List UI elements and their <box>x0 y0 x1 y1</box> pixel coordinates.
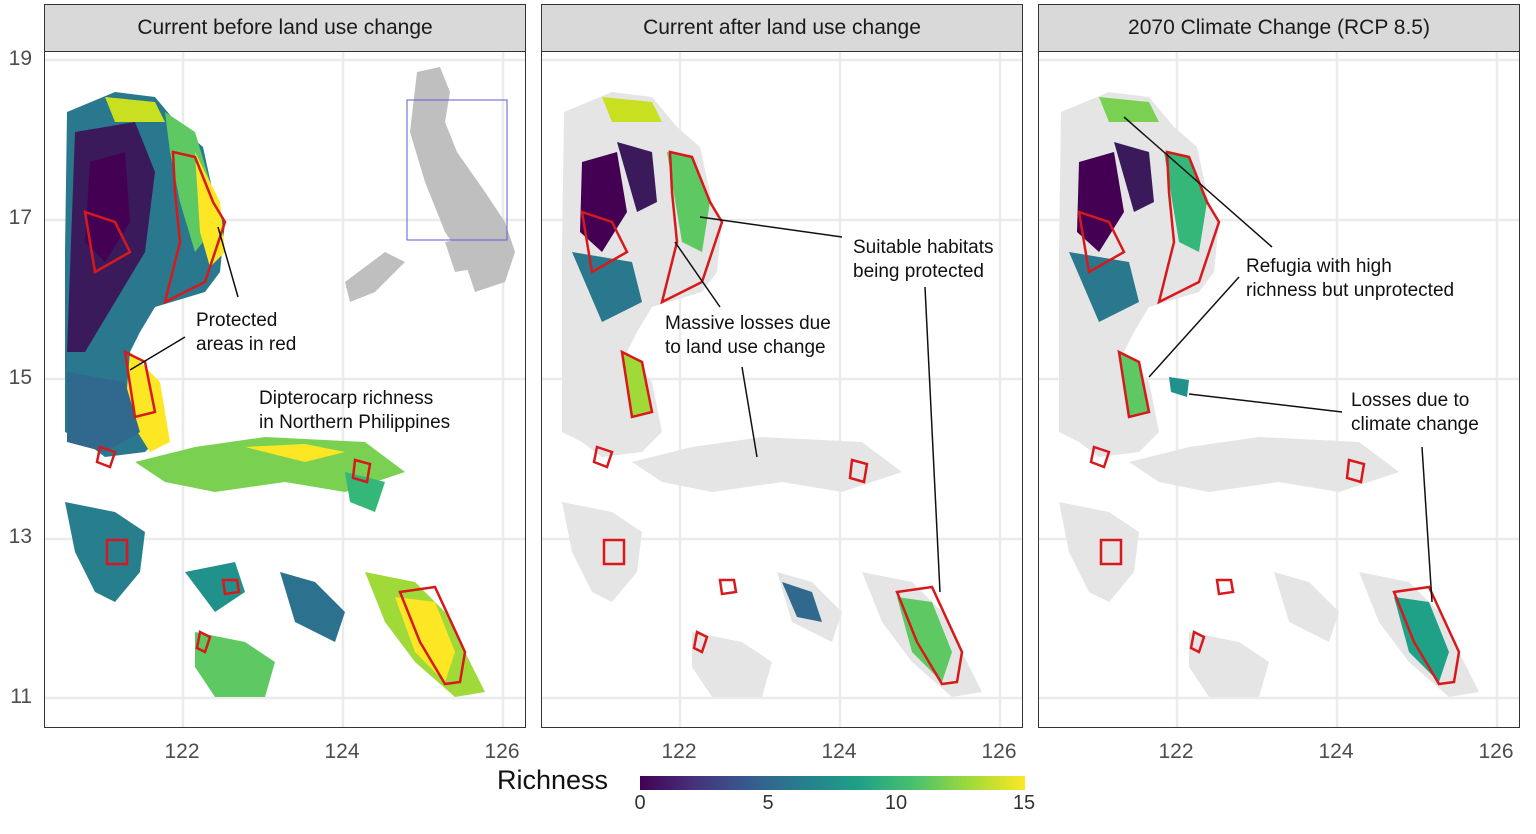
map-2070 <box>1039 52 1519 727</box>
annotation-refugia: Refugia with high richness but unprotecte… <box>1246 256 1455 301</box>
x-tick-126: 126 <box>484 740 520 763</box>
y-tick-11: 11 <box>10 685 32 708</box>
panel-title-after: Current after land use change <box>541 4 1023 52</box>
legend-label-15: 15 <box>1012 792 1036 814</box>
annotation-protected: Protected areas in red <box>196 310 297 355</box>
x-tick-126: 126 <box>1478 740 1514 763</box>
annotation-suitable: Suitable habitats being protected <box>853 237 994 282</box>
x-tick-122: 122 <box>661 740 697 763</box>
map-before <box>45 52 525 727</box>
legend-tick-15 <box>1024 791 1025 796</box>
y-tick-19: 19 <box>8 47 32 70</box>
legend-tick-5 <box>768 791 769 796</box>
y-tick-15: 15 <box>8 366 32 389</box>
legend-colorbar <box>640 776 1025 790</box>
x-tick-122: 122 <box>164 740 200 763</box>
x-tick-122: 122 <box>1158 740 1194 763</box>
annotation-title: Dipterocarp richness in Northern Philippi… <box>259 388 451 433</box>
legend-label-0: 0 <box>634 792 646 814</box>
x-tick-124: 124 <box>821 740 857 763</box>
legend-tick-10 <box>896 791 897 796</box>
legend-label-5: 5 <box>762 792 774 814</box>
legend-label-10: 10 <box>884 792 908 814</box>
philippines-inset <box>345 67 515 302</box>
annotation-massive: Massive losses due to land use change <box>665 313 831 358</box>
map-after <box>542 52 1022 727</box>
legend-title: Richness <box>497 765 609 795</box>
x-tick-124: 124 <box>324 740 360 763</box>
y-tick-17: 17 <box>8 206 32 229</box>
legend-tick-0 <box>640 791 641 796</box>
panel-after: Current after land use change <box>541 4 1023 728</box>
y-tick-13: 13 <box>8 525 32 548</box>
panel-2070: 2070 Climate Change (RCP 8.5) <box>1038 4 1520 728</box>
panel-title-before: Current before land use change <box>44 4 526 52</box>
panel-before: Current before land use change <box>44 4 526 728</box>
annotation-climate: Losses due to climate change <box>1351 390 1479 435</box>
panel-title-2070: 2070 Climate Change (RCP 8.5) <box>1038 4 1520 52</box>
x-tick-124: 124 <box>1318 740 1354 763</box>
x-tick-126: 126 <box>981 740 1017 763</box>
